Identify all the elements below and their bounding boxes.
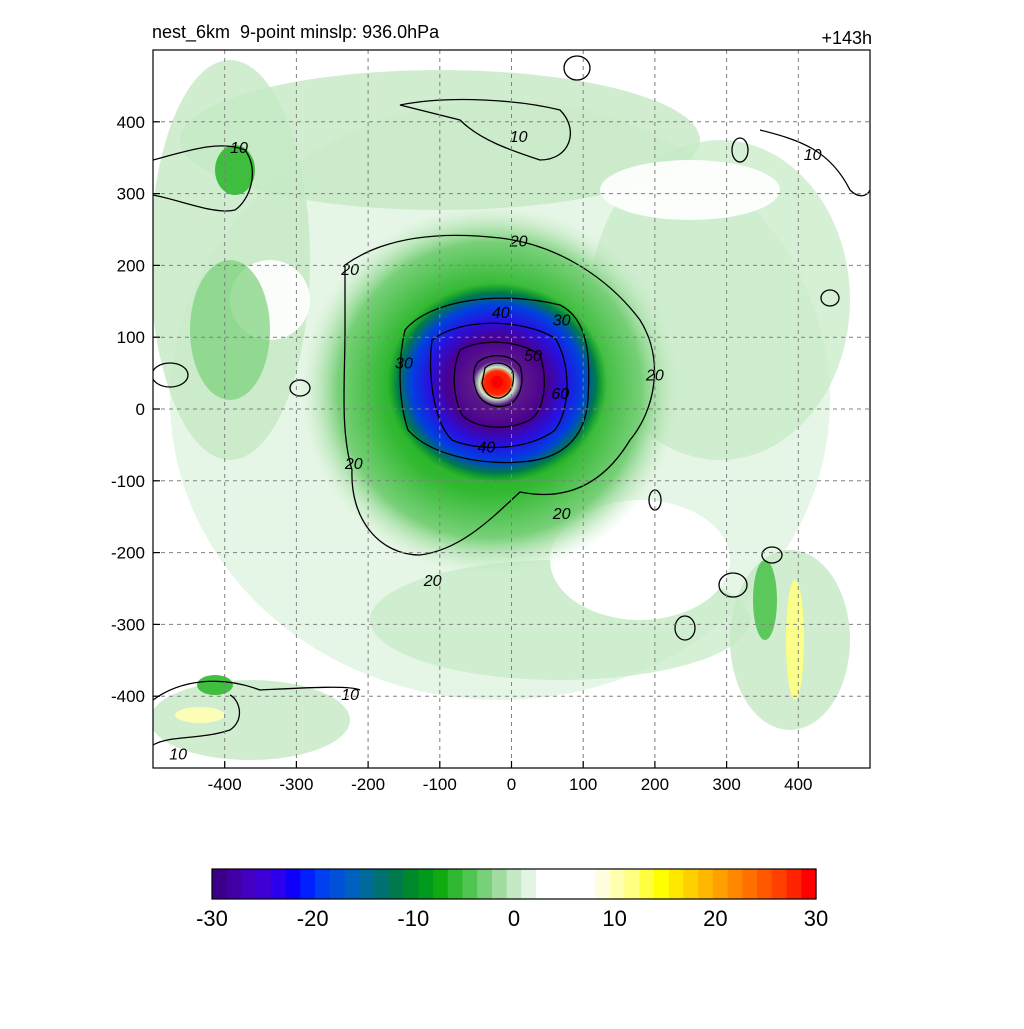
contour-label: 20 bbox=[645, 368, 664, 385]
y-tick-label: -100 bbox=[111, 472, 145, 491]
x-tick-label: 400 bbox=[784, 775, 812, 794]
colorbar-cell bbox=[550, 869, 567, 899]
colorbar-cell bbox=[300, 869, 316, 899]
colorbar-cell bbox=[344, 869, 360, 899]
colorbar-cell bbox=[653, 869, 670, 899]
colorbar-cell bbox=[477, 869, 493, 899]
colorbar-cell bbox=[212, 869, 228, 899]
colorbar-tick-label: -30 bbox=[196, 906, 228, 931]
contour-label: 30 bbox=[553, 312, 571, 329]
contour-label: 30 bbox=[395, 355, 413, 372]
y-tick-label: 400 bbox=[117, 113, 145, 132]
colorbar-cell bbox=[683, 869, 699, 899]
colorbar-cell bbox=[270, 869, 287, 899]
y-tick-label: 0 bbox=[136, 400, 145, 419]
colorbar-cell bbox=[595, 869, 611, 899]
y-tick-label: 100 bbox=[117, 328, 145, 347]
contour-label: 20 bbox=[509, 233, 528, 250]
contour-label: 10 bbox=[230, 140, 248, 157]
colorbar-cell bbox=[609, 869, 626, 899]
colorbar-cell bbox=[491, 869, 508, 899]
colorbar-tick-label: 0 bbox=[508, 906, 520, 931]
colorbar-cell bbox=[757, 869, 773, 899]
x-tick-label: 100 bbox=[569, 775, 597, 794]
colorbar-cell bbox=[712, 869, 729, 899]
colorbar-cell bbox=[226, 869, 243, 899]
colorbar-cell bbox=[506, 869, 522, 899]
contour-label: 50 bbox=[524, 348, 542, 365]
x-tick-label: 200 bbox=[641, 775, 669, 794]
x-tick-label: -300 bbox=[279, 775, 313, 794]
colorbar-cell bbox=[639, 869, 655, 899]
colorbar-cell bbox=[698, 869, 714, 899]
contour-label: 20 bbox=[552, 506, 571, 523]
colorbar-cell bbox=[668, 869, 685, 899]
colorbar-cell bbox=[418, 869, 434, 899]
colorbar-frame bbox=[211, 868, 817, 900]
contour-label: 10 bbox=[169, 747, 187, 764]
colorbar-cell bbox=[771, 869, 788, 899]
colorbar-cell bbox=[432, 869, 449, 899]
colorbar-cell bbox=[403, 869, 419, 899]
y-tick-label: -200 bbox=[111, 544, 145, 563]
colorbar-tick-label: -20 bbox=[297, 906, 329, 931]
colorbar-cell bbox=[329, 869, 346, 899]
y-tick-label: 200 bbox=[117, 256, 145, 275]
colorbar-cell bbox=[727, 869, 743, 899]
colorbar-cell bbox=[315, 869, 331, 899]
contour-label: 40 bbox=[478, 439, 496, 456]
contours bbox=[153, 55, 870, 746]
y-tick-label: -400 bbox=[111, 687, 145, 706]
forecast-hour-label: +143h bbox=[821, 28, 872, 48]
colorbar-cell bbox=[801, 869, 817, 899]
x-tick-label: -400 bbox=[208, 775, 242, 794]
contour-label: 20 bbox=[344, 456, 363, 473]
colorbar: -30 -20 -10 0 10 20 30 bbox=[196, 868, 828, 931]
colorbar-cell bbox=[742, 869, 758, 899]
chart-title: nest_6km 9-point minslp: 936.0hPa bbox=[152, 22, 440, 42]
colorbar-cell bbox=[536, 869, 552, 899]
colorbar-cell bbox=[388, 869, 405, 899]
contour-label: 40 bbox=[492, 305, 510, 322]
contour-labels: 10 10 10 10 10 20 20 20 20 20 20 30 30 40 40 50 60 bbox=[169, 129, 821, 763]
y-tick-label: -300 bbox=[111, 615, 145, 634]
colorbar-tick-label: -10 bbox=[397, 906, 429, 931]
contour-label: 20 bbox=[423, 573, 442, 590]
colorbar-cell bbox=[241, 869, 257, 899]
contour-label: 10 bbox=[341, 687, 359, 704]
colorbar-cell bbox=[580, 869, 596, 899]
colorbar-cell bbox=[359, 869, 375, 899]
x-tick-label: 0 bbox=[507, 775, 516, 794]
colorbar-cell bbox=[521, 869, 537, 899]
colorbar-cell bbox=[624, 869, 640, 899]
colorbar-cell bbox=[565, 869, 581, 899]
contour-label: 20 bbox=[340, 262, 359, 279]
colorbar-cell bbox=[447, 869, 464, 899]
y-axis: 400 300 200 100 0 -100 -200 -300 -400 bbox=[111, 113, 160, 706]
y-tick-label: 300 bbox=[117, 185, 145, 204]
x-tick-label: -100 bbox=[423, 775, 457, 794]
contour-label: 60 bbox=[551, 386, 569, 403]
contour-label: 10 bbox=[804, 147, 822, 164]
colorbar-cell bbox=[374, 869, 390, 899]
x-tick-label: -200 bbox=[351, 775, 385, 794]
colorbar-tick-label: 20 bbox=[703, 906, 727, 931]
colorbar-cell bbox=[285, 869, 301, 899]
x-tick-label: 300 bbox=[712, 775, 740, 794]
colorbar-cell bbox=[786, 869, 802, 899]
colorbar-tick-label: 30 bbox=[804, 906, 828, 931]
colorbar-tick-label: 10 bbox=[602, 906, 626, 931]
colorbar-cell bbox=[462, 869, 478, 899]
colorbar-cell bbox=[256, 869, 272, 899]
x-axis: -400 -300 -200 -100 0 100 200 300 400 bbox=[208, 761, 812, 794]
contour-label: 10 bbox=[510, 129, 528, 146]
